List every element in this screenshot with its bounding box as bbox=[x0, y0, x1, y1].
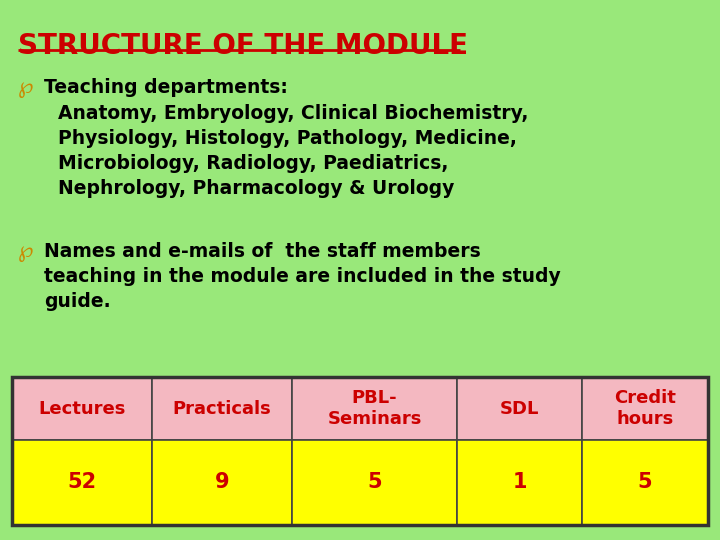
Text: ℘: ℘ bbox=[18, 78, 34, 98]
Text: Practicals: Practicals bbox=[173, 400, 271, 417]
Bar bbox=[457, 377, 582, 440]
Bar bbox=[582, 377, 708, 440]
Text: PBL-
Seminars: PBL- Seminars bbox=[328, 389, 422, 428]
Text: 52: 52 bbox=[68, 472, 96, 492]
Bar bbox=[152, 440, 292, 525]
Bar bbox=[457, 440, 582, 525]
Text: Names and e-mails of  the staff members
teaching in the module are included in t: Names and e-mails of the staff members t… bbox=[44, 242, 561, 311]
Text: Anatomy, Embryology, Clinical Biochemistry,
Physiology, Histology, Pathology, Me: Anatomy, Embryology, Clinical Biochemist… bbox=[58, 104, 528, 198]
Text: Teaching departments:: Teaching departments: bbox=[44, 78, 288, 97]
Text: STRUCTURE OF THE MODULE: STRUCTURE OF THE MODULE bbox=[18, 32, 468, 60]
Text: ℘: ℘ bbox=[18, 242, 34, 262]
Bar bbox=[582, 440, 708, 525]
Bar bbox=[12, 440, 152, 525]
Text: Credit
hours: Credit hours bbox=[614, 389, 676, 428]
Text: 9: 9 bbox=[215, 472, 229, 492]
Text: SDL: SDL bbox=[500, 400, 539, 417]
Text: 1: 1 bbox=[512, 472, 527, 492]
Text: Lectures: Lectures bbox=[38, 400, 126, 417]
Bar bbox=[292, 377, 457, 440]
Bar bbox=[292, 440, 457, 525]
Bar bbox=[12, 377, 708, 525]
Text: 5: 5 bbox=[367, 472, 382, 492]
Bar bbox=[12, 377, 152, 440]
Text: 5: 5 bbox=[638, 472, 652, 492]
Bar bbox=[152, 377, 292, 440]
